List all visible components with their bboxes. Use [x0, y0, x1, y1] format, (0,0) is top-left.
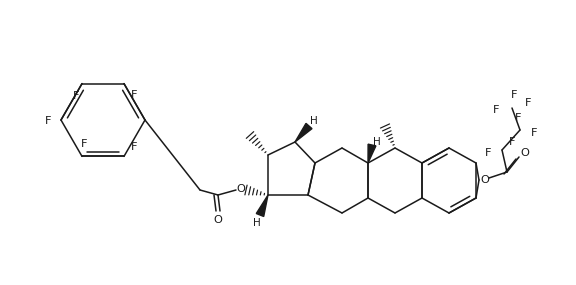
Text: F: F — [45, 116, 51, 126]
Text: F: F — [492, 105, 499, 115]
Text: O: O — [237, 184, 245, 194]
Polygon shape — [295, 123, 312, 142]
Text: O: O — [214, 215, 222, 225]
Text: F: F — [131, 89, 137, 100]
Text: F: F — [485, 148, 491, 158]
Text: F: F — [509, 137, 516, 147]
Polygon shape — [368, 144, 376, 163]
Text: F: F — [525, 98, 531, 108]
Text: F: F — [131, 142, 137, 152]
Text: F: F — [511, 90, 517, 100]
Text: F: F — [530, 128, 537, 138]
Text: F: F — [81, 139, 87, 149]
Text: F: F — [73, 91, 79, 101]
Text: O: O — [480, 175, 490, 185]
Polygon shape — [256, 195, 268, 217]
Text: H: H — [373, 137, 381, 147]
Text: H: H — [253, 218, 261, 228]
Text: H: H — [310, 116, 318, 126]
Text: F: F — [515, 113, 521, 123]
Text: O: O — [521, 148, 529, 158]
